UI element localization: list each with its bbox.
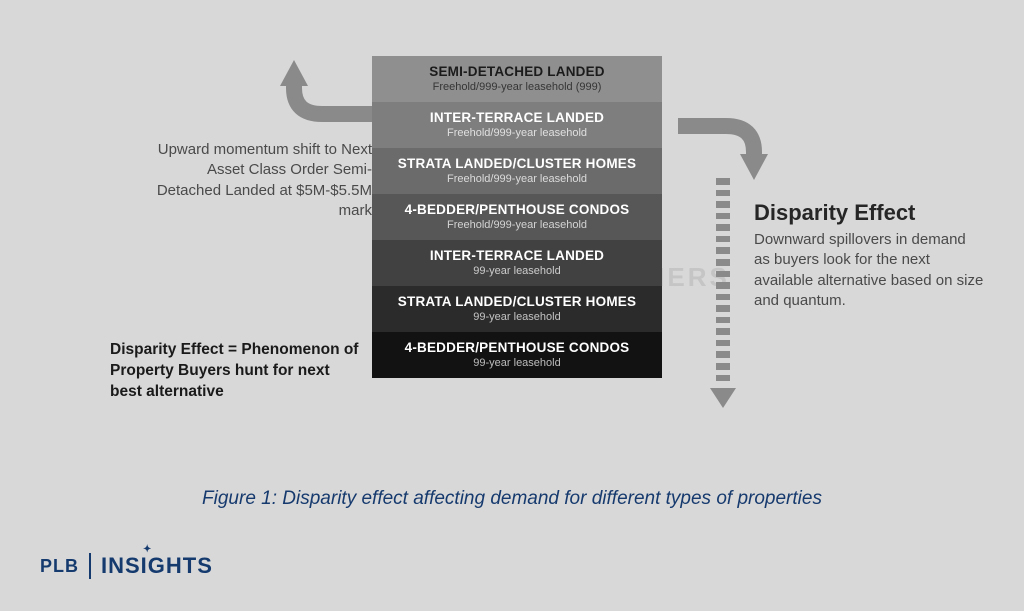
logo-divider — [89, 553, 91, 579]
dash-segment — [716, 282, 730, 289]
tier-row: SEMI-DETACHED LANDED Freehold/999-year l… — [372, 56, 662, 102]
dash-segment — [716, 328, 730, 335]
tier-title: STRATA LANDED/CLUSTER HOMES — [378, 156, 656, 171]
tier-subtitle: Freehold/999-year leasehold — [378, 219, 656, 231]
tier-title: STRATA LANDED/CLUSTER HOMES — [378, 294, 656, 309]
tier-subtitle: Freehold/999-year leasehold (999) — [378, 81, 656, 93]
tier-subtitle: Freehold/999-year leasehold — [378, 173, 656, 185]
dash-segment — [716, 294, 730, 301]
disparity-body: Downward spillovers in demand as buyers … — [754, 230, 984, 311]
dash-segment — [716, 317, 730, 324]
logo-insights-label: INSIGHTS — [101, 553, 213, 578]
figure-caption: Figure 1: Disparity effect affecting dem… — [0, 488, 1024, 510]
dash-segment — [716, 224, 730, 231]
dash-segment — [716, 201, 730, 208]
tier-subtitle: 99-year leasehold — [378, 265, 656, 277]
tier-title: 4-BEDDER/PENTHOUSE CONDOS — [378, 202, 656, 217]
dash-segment — [716, 340, 730, 347]
lightbulb-icon: ✦ — [143, 544, 152, 555]
infographic-page: PR ERTY BROTHERS with Integrity Upward m… — [0, 0, 1024, 611]
dash-segment — [716, 190, 730, 197]
tier-title: SEMI-DETACHED LANDED — [378, 64, 656, 79]
dash-arrowhead — [710, 388, 736, 408]
tier-title: 4-BEDDER/PENTHOUSE CONDOS — [378, 340, 656, 355]
logo-plb-text: PLB — [40, 556, 79, 577]
dash-segment — [716, 247, 730, 254]
left-annotation: Upward momentum shift to Next Asset Clas… — [152, 140, 372, 221]
dash-segment — [716, 351, 730, 358]
dash-segment — [716, 236, 730, 243]
tier-row: 4-BEDDER/PENTHOUSE CONDOS Freehold/999-y… — [372, 194, 662, 240]
dash-segment — [716, 271, 730, 278]
dash-segment — [716, 305, 730, 312]
disparity-title: Disparity Effect — [754, 200, 915, 226]
property-tiers-stack: SEMI-DETACHED LANDED Freehold/999-year l… — [372, 56, 662, 378]
dash-segment — [716, 178, 730, 185]
tier-row: STRATA LANDED/CLUSTER HOMES Freehold/999… — [372, 148, 662, 194]
dash-segment — [716, 213, 730, 220]
dash-segment — [716, 259, 730, 266]
tier-subtitle: 99-year leasehold — [378, 311, 656, 323]
dash-segment — [716, 363, 730, 370]
upward-arrow-icon — [272, 52, 382, 132]
tier-title: INTER-TERRACE LANDED — [378, 110, 656, 125]
logo-insights-text: INSIGHTS ✦ — [101, 553, 213, 579]
tier-row: 4-BEDDER/PENTHOUSE CONDOS 99-year leaseh… — [372, 332, 662, 378]
tier-title: INTER-TERRACE LANDED — [378, 248, 656, 263]
dashed-down-arrow-icon — [708, 178, 738, 408]
plb-insights-logo: PLB INSIGHTS ✦ — [40, 553, 213, 579]
tier-row: STRATA LANDED/CLUSTER HOMES 99-year leas… — [372, 286, 662, 332]
disparity-definition: Disparity Effect = Phenomenon of Propert… — [110, 340, 360, 403]
dash-segment — [716, 375, 730, 382]
tier-subtitle: 99-year leasehold — [378, 357, 656, 369]
tier-row: INTER-TERRACE LANDED Freehold/999-year l… — [372, 102, 662, 148]
tier-row: INTER-TERRACE LANDED 99-year leasehold — [372, 240, 662, 286]
tier-subtitle: Freehold/999-year leasehold — [378, 127, 656, 139]
downward-hook-arrow-icon — [678, 108, 778, 188]
